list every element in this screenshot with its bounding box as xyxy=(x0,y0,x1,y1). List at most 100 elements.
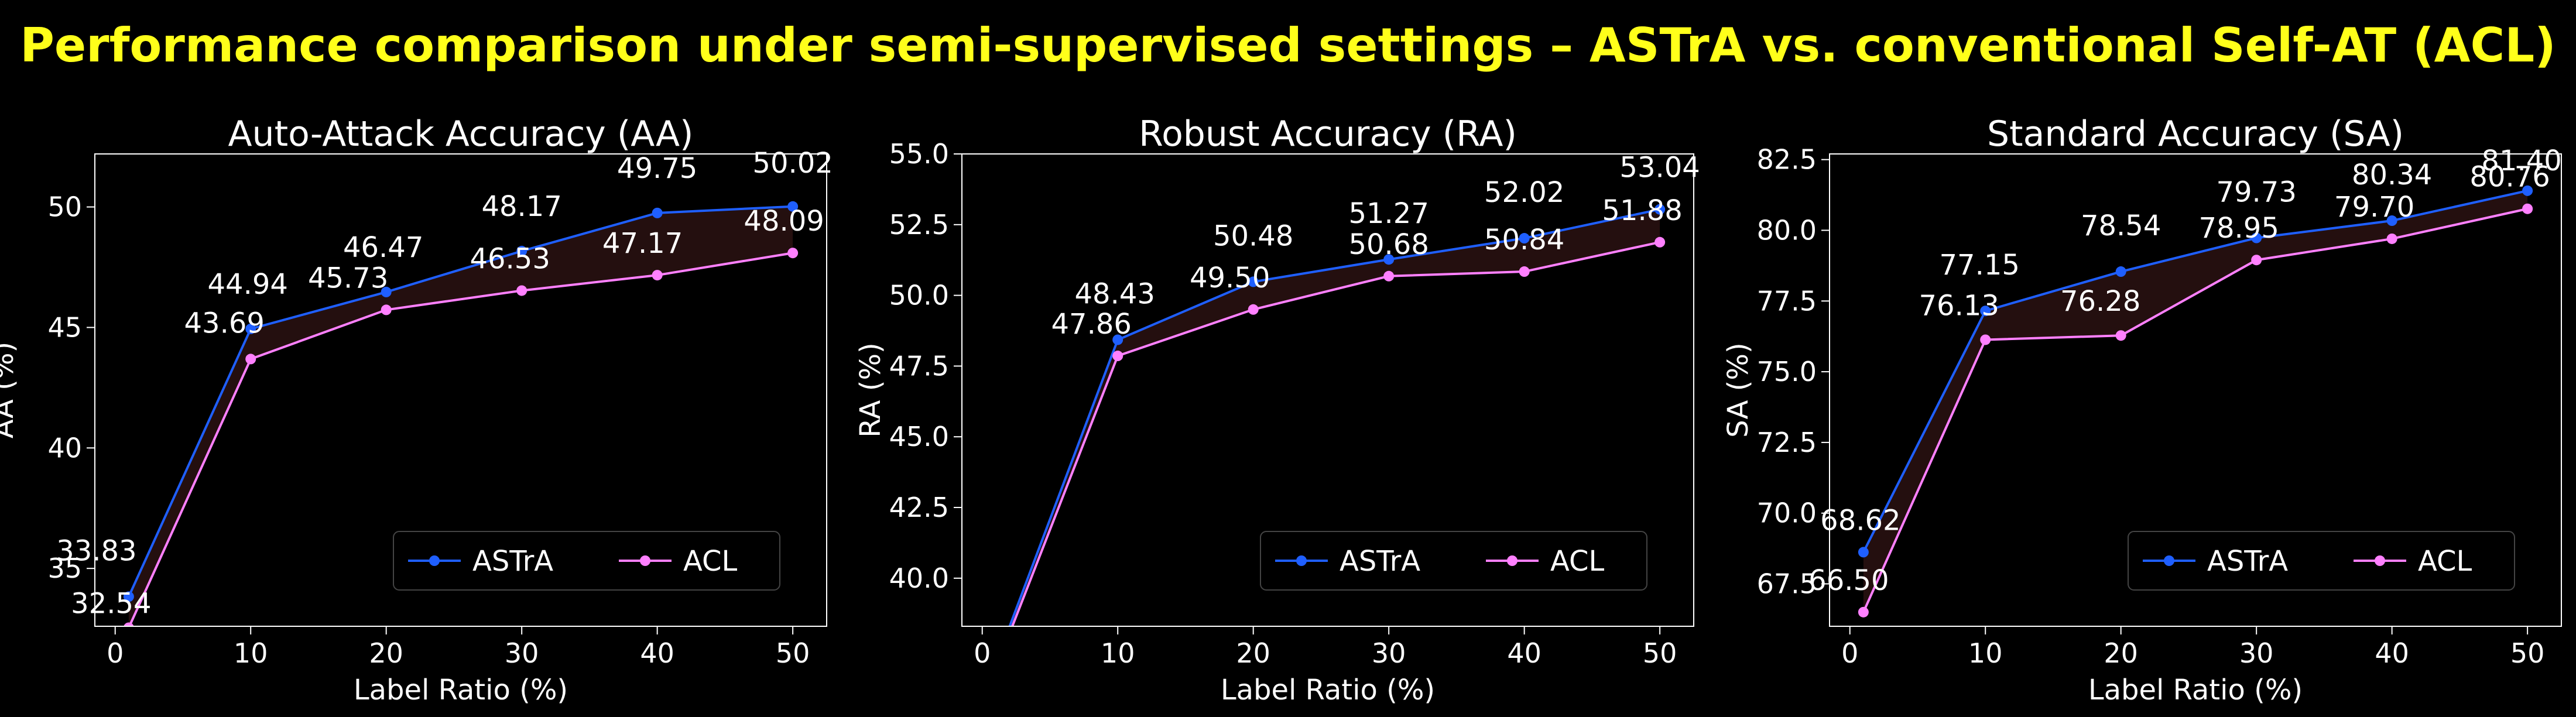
chart-1: 0 10 20 30 40 50 35 40 45 50 Auto-Attack Accuracy … xyxy=(0,114,833,706)
y-tick-label: 35 xyxy=(47,553,82,584)
x-tick-label: 10 xyxy=(1968,637,2003,669)
y-tick-label: 77.5 xyxy=(1757,285,1817,317)
data-label: 32.54 xyxy=(71,587,151,620)
legend-label-acl: ACL xyxy=(2418,545,2472,578)
y-tick-label: 42.5 xyxy=(889,492,949,523)
x-tick-label: 0 xyxy=(107,637,124,669)
data-point xyxy=(787,248,799,259)
data-label: 47.86 xyxy=(1051,308,1131,341)
data-point xyxy=(1519,233,1530,244)
series-line-astra xyxy=(128,205,793,598)
plot-area xyxy=(123,201,799,626)
legend-label-astra: ASTrA xyxy=(2207,545,2288,578)
data-point xyxy=(124,622,134,626)
x-tick-label: 20 xyxy=(1236,637,1270,669)
y-tick-label: 45 xyxy=(47,311,82,343)
legend-label-acl: ACL xyxy=(683,545,738,578)
data-point xyxy=(1112,351,1123,362)
x-axis-label: Label Ratio (%) xyxy=(2088,674,2303,706)
data-point xyxy=(652,207,663,218)
chart-2: 0 10 20 30 40 50 40.0 42.5 45.0 47.5 50.0 52.5 55.0 R… xyxy=(854,114,1700,706)
data-point xyxy=(2251,255,2262,266)
x-tick-label: 20 xyxy=(369,637,403,669)
axes-frame xyxy=(961,153,1694,627)
x-tick-label: 40 xyxy=(2375,637,2409,669)
data-label: 76.13 xyxy=(1919,289,1999,322)
data-label: 78.95 xyxy=(2198,212,2279,245)
data-point xyxy=(2115,266,2126,277)
legend-marker xyxy=(2375,555,2385,566)
legend-box xyxy=(2128,531,2515,591)
plot-area xyxy=(991,204,1666,674)
data-point xyxy=(2386,233,2397,244)
data-label: 48.43 xyxy=(1074,277,1155,310)
y-axis-label: RA (%) xyxy=(854,342,887,438)
data-point xyxy=(652,270,663,281)
data-label: 50.02 xyxy=(752,147,833,180)
legend-marker xyxy=(640,555,650,566)
data-point xyxy=(2115,330,2126,341)
y-tick-label: 47.5 xyxy=(889,350,949,382)
gap-fill xyxy=(128,206,793,626)
series-line-astra xyxy=(1008,208,1660,626)
data-label: 44.94 xyxy=(207,268,287,301)
data-point xyxy=(991,658,1001,668)
data-point xyxy=(381,286,392,297)
data-point xyxy=(1858,547,1869,558)
data-label: 79.73 xyxy=(2216,176,2296,209)
y-tick-label: 50.0 xyxy=(889,280,949,311)
y-tick-label: 72.5 xyxy=(1757,427,1817,458)
x-tick-label: 10 xyxy=(234,637,268,669)
data-label: 66.50 xyxy=(1808,564,1889,597)
x-tick-label: 50 xyxy=(776,637,810,669)
data-point xyxy=(516,285,527,296)
legend: ASTrA ACL xyxy=(393,531,780,591)
data-label: 49.50 xyxy=(1190,262,1270,294)
legend-label-acl: ACL xyxy=(1550,545,1605,578)
chart-3: 0 10 20 30 40 50 67.5 70.0 72.5 75.0 77.5 80.0 82.5 S… xyxy=(1722,114,2562,706)
data-point xyxy=(1858,606,1869,617)
data-point xyxy=(1519,266,1530,277)
data-point xyxy=(1383,270,1395,282)
legend-box xyxy=(393,531,780,591)
y-tick-label: 40.0 xyxy=(889,562,949,594)
chart-title: Standard Accuracy (SA) xyxy=(1987,114,2404,155)
chart-title: Auto-Attack Accuracy (AA) xyxy=(228,114,694,155)
legend-label-astra: ASTrA xyxy=(472,545,553,578)
data-point xyxy=(2386,215,2397,227)
x-tick-label: 30 xyxy=(505,637,539,669)
gap-fill xyxy=(1009,209,1660,626)
y-tick-label: 52.5 xyxy=(889,209,949,241)
series-line-acl xyxy=(128,252,793,626)
data-point xyxy=(991,663,1001,674)
x-tick-label: 0 xyxy=(974,637,991,669)
data-label: 80.34 xyxy=(2352,159,2432,191)
series-line-astra xyxy=(1862,189,2528,553)
data-label: 50.84 xyxy=(1484,224,1564,256)
data-label: 46.47 xyxy=(343,231,423,264)
data-point xyxy=(381,304,392,315)
data-point xyxy=(1654,236,1666,248)
y-axis-label: SA (%) xyxy=(1722,342,1755,438)
legend-marker xyxy=(1507,555,1517,566)
data-label: 48.17 xyxy=(481,190,561,223)
x-tick-label: 20 xyxy=(2104,637,2138,669)
axes-frame xyxy=(1829,153,2562,627)
data-label: 33.83 xyxy=(56,534,136,567)
data-label: 76.28 xyxy=(2060,285,2140,318)
data-label: 43.69 xyxy=(184,307,264,339)
data-label: 47.17 xyxy=(602,227,683,260)
data-point xyxy=(1112,334,1123,345)
data-point xyxy=(787,201,799,212)
x-tick-label: 40 xyxy=(1507,637,1542,669)
data-label: 78.54 xyxy=(2081,210,2161,242)
data-point xyxy=(1248,276,1259,287)
gap-fill xyxy=(1863,190,2528,612)
data-label: 51.27 xyxy=(1348,197,1429,230)
x-tick-label: 30 xyxy=(2239,637,2274,669)
y-axis-label: AA (%) xyxy=(0,342,20,438)
data-label: 48.09 xyxy=(744,205,824,238)
y-tick-label: 45.0 xyxy=(889,421,949,452)
y-tick-label: 40 xyxy=(47,432,82,464)
